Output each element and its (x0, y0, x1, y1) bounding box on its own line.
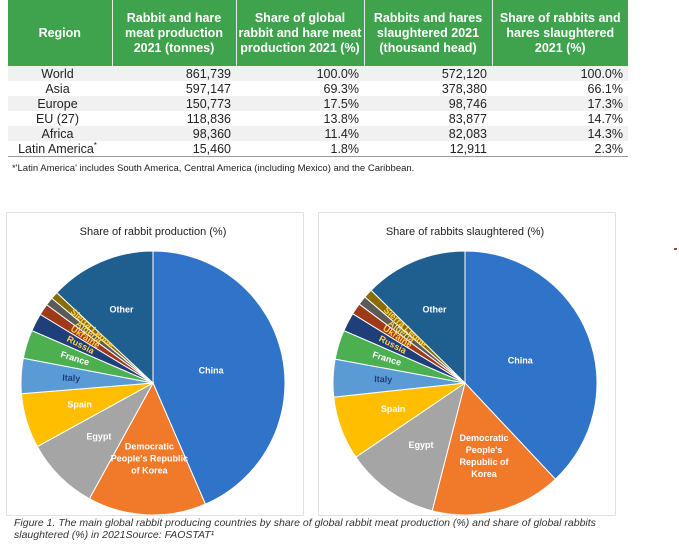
slaughter-share-cell: 14.3% (492, 126, 628, 141)
region-cell: Latin America* (8, 141, 112, 157)
pie-slice-other (370, 250, 466, 385)
rabbit-stats-table: Region Rabbit and hare meat production 2… (8, 0, 628, 157)
production-share-cell: 69.3% (236, 81, 364, 96)
slaughtered-cell: 572,120 (364, 66, 492, 81)
table-row: Latin America* 15,460 1.8% 12,911 2.3% (8, 141, 628, 157)
pie-label-spain: Spain (381, 404, 406, 414)
slaughtered-cell: 82,083 (364, 126, 492, 141)
slaughter-pie-chart: Share of rabbits slaughtered (%) China Dem… (332, 226, 598, 515)
production-share-cell: 11.4% (236, 126, 364, 141)
table-row: Europe 150,773 17.5% 98,746 17.3% (8, 96, 628, 111)
production-share-cell: 17.5% (236, 96, 364, 111)
region-name: Latin America (18, 141, 94, 156)
slaughter-share-cell: 66.1% (492, 81, 628, 96)
pie-label-egypt: Egypt (86, 432, 111, 442)
column-header: Rabbits and hares slaughtered 2021 (thou… (364, 0, 493, 66)
column-header: Rabbit and hare meat production 2021 (to… (112, 0, 237, 66)
pie-slice-china (464, 250, 598, 480)
production-cell: 98,360 (112, 126, 236, 141)
slaughter-share-cell: 2.3% (492, 141, 628, 157)
table-header-row: Region Rabbit and hare meat production 2… (8, 0, 628, 66)
edge-mark (674, 248, 677, 250)
table-row: Asia 597,147 69.3% 378,380 66.1% (8, 81, 628, 96)
column-header: Region (8, 0, 113, 66)
production-share-cell: 13.8% (236, 111, 364, 126)
pie-slice-egypt (355, 381, 466, 512)
region-cell: World (8, 66, 112, 81)
slaughtered-cell: 378,380 (364, 81, 492, 96)
pie-label-other: Other (422, 304, 447, 314)
production-pie-chart: Share of rabbit production (%) China Democ… (20, 226, 286, 515)
footnote-marker: * (93, 140, 97, 150)
region-cell: Europe (8, 96, 112, 111)
region-cell: Asia (8, 81, 112, 96)
pie-slice-other (56, 250, 154, 385)
pie-label-china: China (508, 356, 534, 366)
production-cell: 597,147 (112, 81, 236, 96)
slaughtered-cell: 83,877 (364, 111, 492, 126)
figure-caption: Figure 1. The main global rabbit produci… (14, 517, 596, 541)
pie-label-china: China (199, 365, 225, 375)
pie-label-italy: Italy (374, 374, 392, 385)
pie-label-other: Other (110, 305, 135, 315)
pie-title: Share of rabbit production (%) (80, 226, 227, 238)
table-row: World 861,739 100.0% 572,120 100.0% (8, 66, 628, 81)
pie-label-italy: Italy (62, 373, 81, 384)
slaughtered-cell: 98,746 (364, 96, 492, 111)
pie-label-democratic-people-s-republic-of-korea: Democratic People's Republic of Korea (111, 442, 188, 476)
pie-slice-democratic-people-s-republic-of-korea (88, 381, 207, 515)
production-share-cell: 100.0% (236, 66, 364, 81)
slaughter-share-cell: 100.0% (492, 66, 628, 81)
slaughtered-cell: 12,911 (364, 141, 492, 157)
pie-title: Share of rabbits slaughtered (%) (386, 226, 544, 238)
column-header: Share of global rabbit and hare meat pro… (236, 0, 365, 66)
pie-label-democratic-people-s-republic-of-korea: Democratic People's Republic of Korea (460, 434, 510, 480)
slaughter-share-cell: 17.3% (492, 96, 628, 111)
slaughter-pie-panel: Share of rabbits slaughtered (%) China Dem… (318, 212, 616, 516)
table-row: Africa 98,360 11.4% 82,083 14.3% (8, 126, 628, 141)
production-cell: 15,460 (112, 141, 236, 157)
production-pie-panel: Share of rabbit production (%) China Democ… (6, 212, 304, 516)
production-cell: 118,836 (112, 111, 236, 126)
region-cell: EU (27) (8, 111, 112, 126)
table-row: EU (27) 118,836 13.8% 83,877 14.7% (8, 111, 628, 126)
pie-slice-china (152, 250, 286, 505)
region-cell: Africa (8, 126, 112, 141)
pie-slice-democratic-people-s-republic-of-korea (431, 381, 557, 515)
slaughter-share-cell: 14.7% (492, 111, 628, 126)
column-header: Share of rabbits and hares slaughtered 2… (492, 0, 628, 66)
table-footnote: *'Latin America' includes South America,… (12, 163, 415, 174)
pie-label-spain: Spain (67, 399, 92, 409)
pie-label-egypt: Egypt (408, 440, 433, 450)
production-cell: 861,739 (112, 66, 236, 81)
production-cell: 150,773 (112, 96, 236, 111)
production-share-cell: 1.8% (236, 141, 364, 157)
